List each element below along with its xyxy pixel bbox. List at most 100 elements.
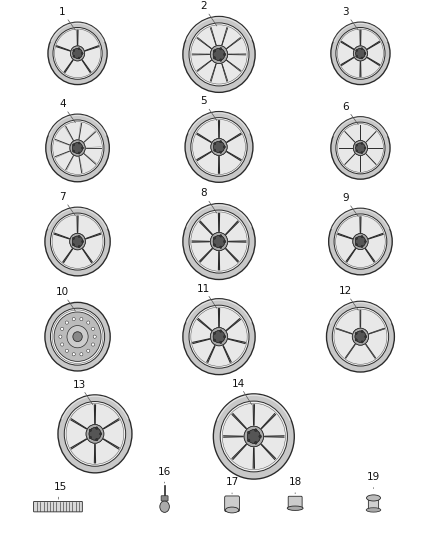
Ellipse shape: [356, 49, 365, 59]
Polygon shape: [341, 41, 354, 50]
Ellipse shape: [70, 233, 85, 250]
Polygon shape: [77, 216, 78, 232]
Ellipse shape: [72, 244, 74, 246]
Ellipse shape: [219, 235, 222, 237]
Polygon shape: [223, 345, 231, 362]
Ellipse shape: [71, 46, 85, 61]
Ellipse shape: [72, 143, 83, 154]
Text: 14: 14: [232, 378, 252, 405]
Polygon shape: [57, 46, 70, 51]
Ellipse shape: [361, 142, 363, 144]
Ellipse shape: [89, 429, 92, 432]
Ellipse shape: [72, 236, 83, 247]
Ellipse shape: [353, 141, 367, 156]
Ellipse shape: [213, 244, 215, 246]
Ellipse shape: [219, 59, 222, 61]
Ellipse shape: [219, 330, 222, 332]
Ellipse shape: [353, 141, 367, 156]
Ellipse shape: [219, 235, 222, 237]
Ellipse shape: [72, 244, 74, 246]
Polygon shape: [71, 419, 87, 429]
Ellipse shape: [52, 215, 103, 268]
Ellipse shape: [361, 236, 363, 238]
Ellipse shape: [361, 246, 363, 247]
Ellipse shape: [72, 237, 74, 239]
Ellipse shape: [223, 53, 226, 55]
Polygon shape: [226, 221, 239, 235]
Ellipse shape: [353, 233, 368, 249]
Ellipse shape: [356, 244, 357, 246]
Polygon shape: [360, 310, 361, 327]
Ellipse shape: [78, 236, 80, 238]
Ellipse shape: [87, 349, 90, 352]
Ellipse shape: [364, 240, 367, 243]
Ellipse shape: [53, 122, 102, 174]
Ellipse shape: [353, 46, 367, 61]
Ellipse shape: [64, 401, 126, 466]
Ellipse shape: [95, 427, 98, 429]
Ellipse shape: [92, 327, 95, 330]
Ellipse shape: [78, 246, 80, 248]
Ellipse shape: [210, 45, 228, 63]
Ellipse shape: [214, 141, 224, 152]
Text: 13: 13: [73, 379, 93, 405]
Ellipse shape: [72, 237, 74, 239]
Ellipse shape: [356, 144, 358, 146]
Ellipse shape: [219, 341, 222, 343]
Ellipse shape: [210, 232, 228, 251]
Ellipse shape: [254, 429, 257, 432]
Ellipse shape: [89, 436, 92, 439]
Ellipse shape: [81, 52, 83, 54]
Ellipse shape: [334, 309, 387, 364]
Ellipse shape: [364, 147, 366, 149]
Text: 19: 19: [367, 472, 380, 489]
Ellipse shape: [214, 149, 216, 151]
Ellipse shape: [86, 424, 104, 443]
Polygon shape: [265, 436, 284, 437]
Ellipse shape: [210, 328, 228, 346]
Text: 2: 2: [201, 1, 217, 26]
Ellipse shape: [92, 343, 95, 346]
Ellipse shape: [213, 330, 225, 343]
Ellipse shape: [65, 349, 68, 352]
Ellipse shape: [355, 333, 357, 335]
Polygon shape: [86, 233, 101, 239]
Polygon shape: [192, 241, 209, 242]
Polygon shape: [94, 444, 95, 463]
Polygon shape: [360, 62, 361, 77]
Text: 1: 1: [59, 7, 75, 30]
Ellipse shape: [66, 403, 124, 464]
Ellipse shape: [287, 506, 303, 511]
Ellipse shape: [226, 507, 239, 513]
Ellipse shape: [160, 501, 170, 512]
Ellipse shape: [60, 327, 64, 330]
Ellipse shape: [78, 246, 80, 248]
Ellipse shape: [213, 236, 225, 248]
Ellipse shape: [72, 318, 75, 321]
Polygon shape: [368, 233, 383, 239]
Ellipse shape: [361, 341, 363, 343]
Ellipse shape: [337, 29, 384, 78]
Ellipse shape: [220, 401, 287, 472]
Ellipse shape: [95, 439, 98, 441]
Polygon shape: [365, 344, 376, 358]
Ellipse shape: [337, 124, 384, 172]
Polygon shape: [71, 439, 87, 449]
Polygon shape: [199, 221, 212, 235]
Ellipse shape: [219, 151, 222, 154]
Ellipse shape: [223, 335, 226, 338]
Ellipse shape: [210, 328, 228, 346]
Ellipse shape: [46, 114, 110, 182]
Ellipse shape: [81, 147, 84, 149]
Ellipse shape: [361, 48, 363, 50]
Polygon shape: [223, 436, 243, 437]
Polygon shape: [253, 405, 254, 425]
Ellipse shape: [213, 56, 215, 59]
Ellipse shape: [356, 150, 358, 152]
Ellipse shape: [356, 143, 365, 153]
Ellipse shape: [213, 244, 215, 246]
Ellipse shape: [219, 151, 222, 154]
Ellipse shape: [189, 23, 249, 86]
Ellipse shape: [361, 48, 363, 50]
Ellipse shape: [244, 426, 264, 447]
